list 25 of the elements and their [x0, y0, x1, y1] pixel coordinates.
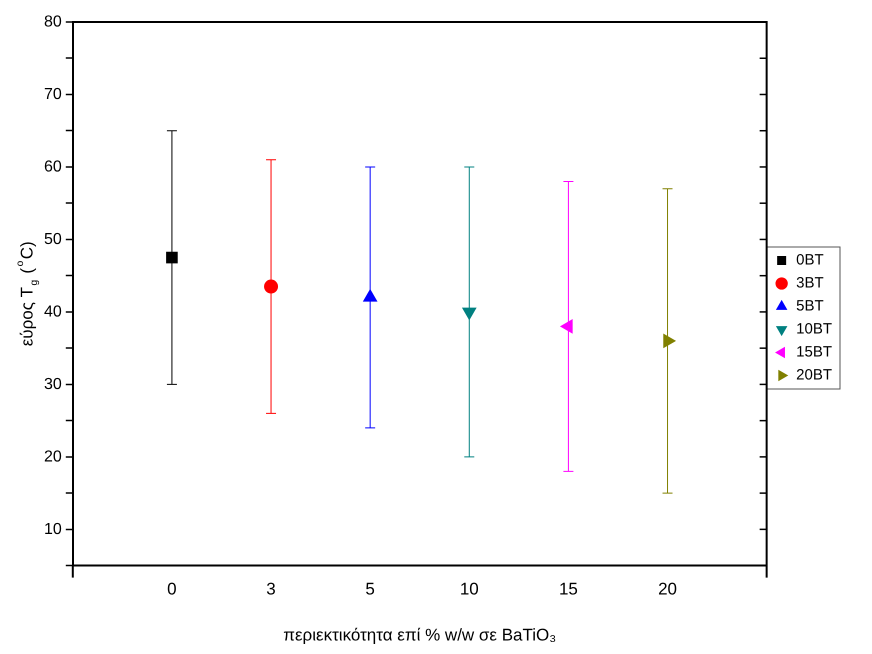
legend-label: 20BT [796, 366, 832, 384]
x-tick-label: 20 [658, 579, 677, 598]
y-tick-label: 70 [44, 86, 62, 103]
legend-label: 15BT [796, 344, 832, 361]
y-tick-label: 30 [44, 376, 62, 393]
point [166, 252, 178, 264]
x-tick-label: 15 [558, 579, 578, 598]
y-tick-label: 20 [44, 448, 62, 466]
y-tick-label: 50 [44, 230, 62, 248]
x-tick-label: 0 [167, 579, 177, 598]
y-tick-label: 40 [44, 303, 62, 320]
legend-label: 0BT [796, 252, 824, 269]
x-axis-title: περιεκτικότητα επί % w/w σε BaTiO₃ [283, 626, 556, 645]
legend-label: 3BT [796, 274, 824, 292]
x-tick-label: 3 [266, 579, 276, 598]
x-tick-label: 10 [460, 579, 479, 598]
y-axis-title: εύρος Tg (oC) [15, 241, 40, 346]
point [264, 280, 278, 294]
x-tick-label: 5 [365, 579, 375, 598]
legend-label: 5BT [796, 298, 824, 315]
point [663, 334, 676, 348]
y-tick-label: 60 [44, 158, 62, 176]
y-tick-label: 10 [44, 520, 62, 538]
legend-label: 10BT [796, 320, 832, 338]
y-tick-label: 80 [44, 13, 62, 30]
